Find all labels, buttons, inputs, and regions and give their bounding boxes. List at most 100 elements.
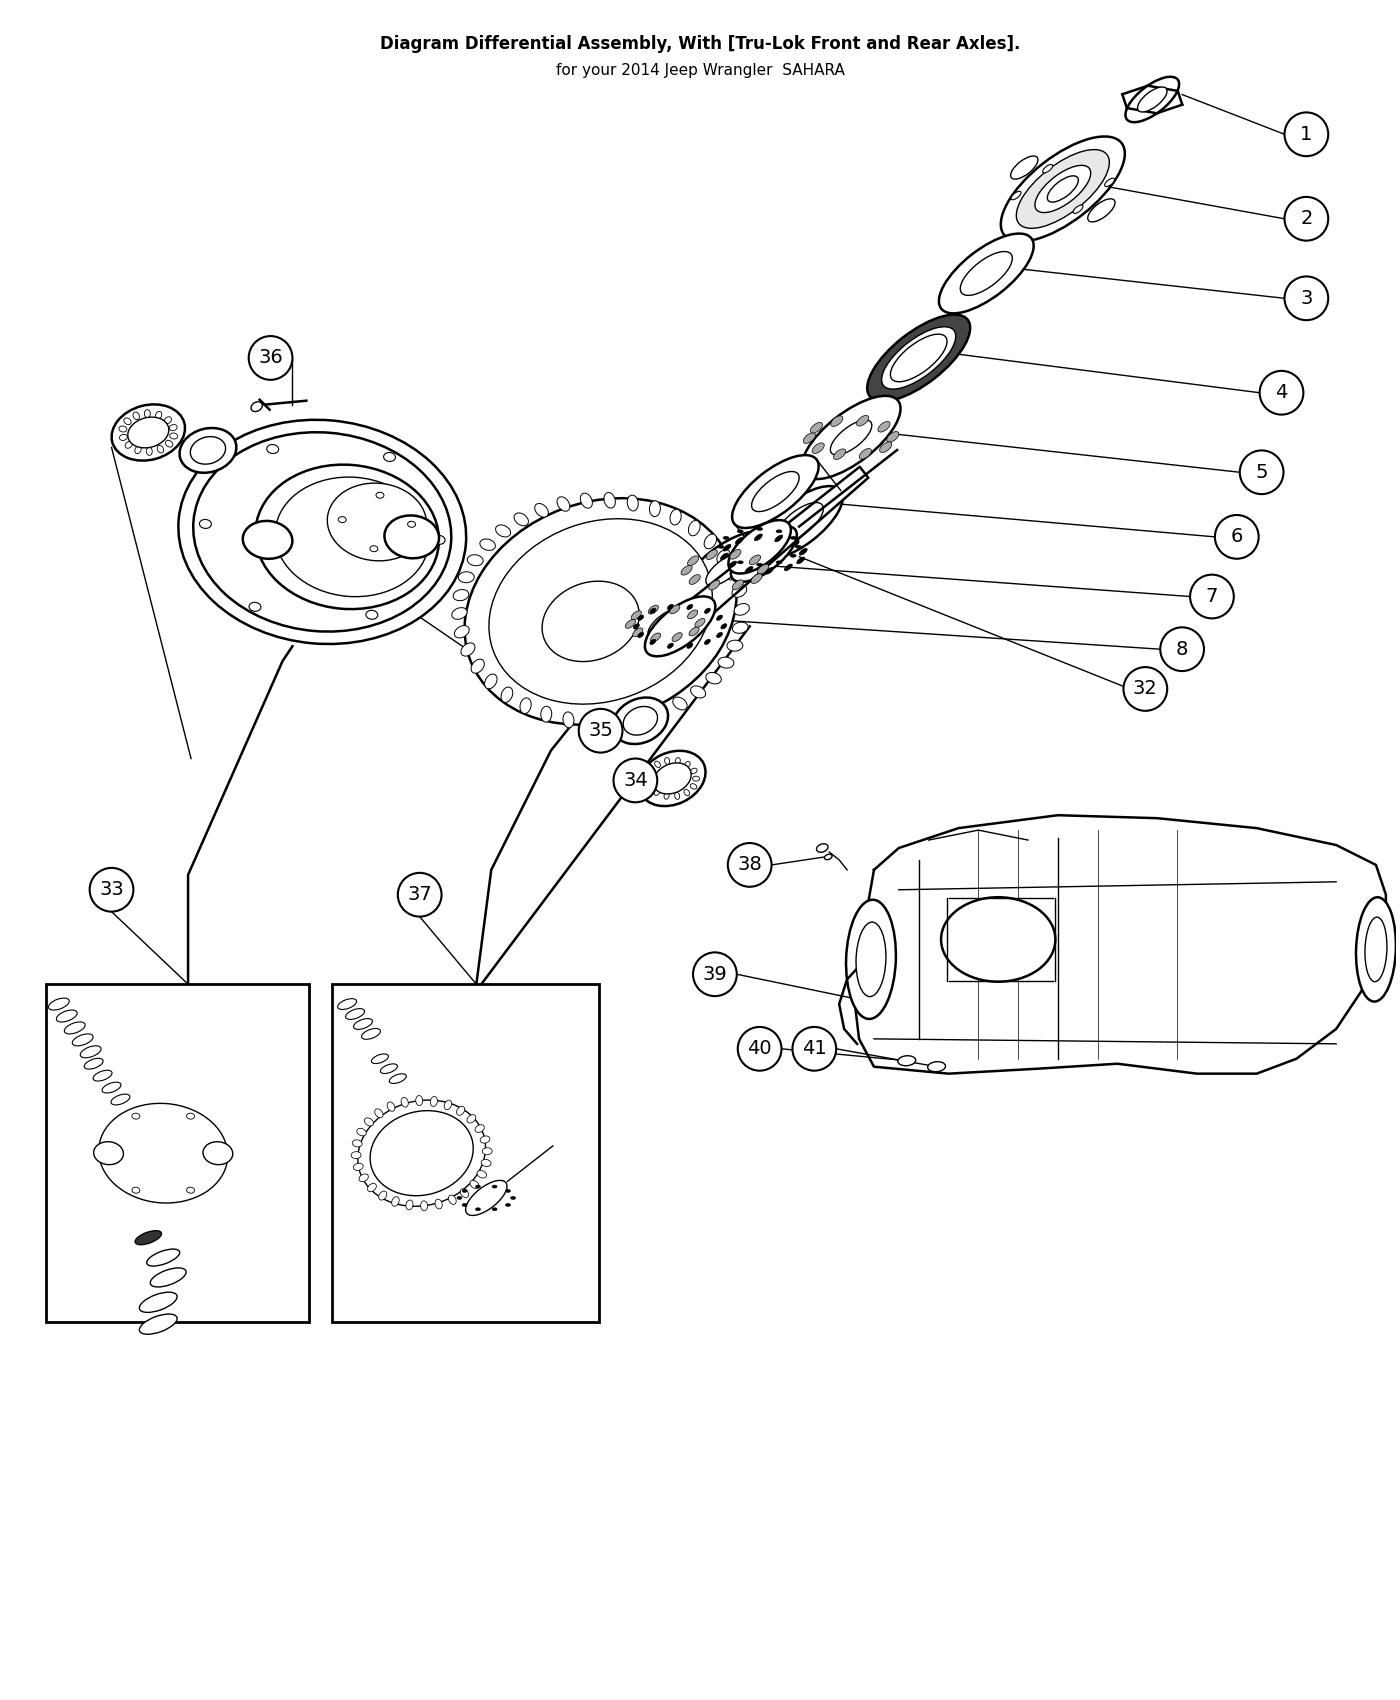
Ellipse shape — [491, 1207, 497, 1210]
Ellipse shape — [505, 1190, 511, 1192]
Ellipse shape — [718, 658, 734, 668]
Ellipse shape — [484, 673, 497, 689]
Ellipse shape — [728, 561, 736, 568]
Ellipse shape — [693, 777, 700, 780]
Ellipse shape — [358, 1175, 368, 1181]
Ellipse shape — [939, 233, 1033, 313]
Ellipse shape — [687, 556, 699, 566]
Ellipse shape — [878, 422, 890, 432]
Ellipse shape — [375, 1108, 384, 1117]
Ellipse shape — [797, 558, 805, 564]
Ellipse shape — [203, 1142, 232, 1164]
Ellipse shape — [491, 1185, 497, 1188]
Circle shape — [792, 1027, 836, 1071]
Ellipse shape — [242, 520, 293, 559]
Ellipse shape — [84, 1059, 104, 1069]
Ellipse shape — [941, 898, 1056, 981]
Ellipse shape — [890, 335, 946, 382]
Ellipse shape — [444, 1100, 452, 1110]
Ellipse shape — [830, 420, 872, 456]
Text: 33: 33 — [99, 881, 123, 899]
Ellipse shape — [193, 432, 451, 632]
Text: 6: 6 — [1231, 527, 1243, 546]
Ellipse shape — [665, 758, 669, 765]
Ellipse shape — [462, 1204, 468, 1207]
Ellipse shape — [613, 697, 668, 745]
Ellipse shape — [370, 1110, 473, 1195]
Ellipse shape — [1016, 150, 1109, 228]
Text: 32: 32 — [1133, 680, 1158, 699]
Ellipse shape — [400, 1098, 409, 1107]
Ellipse shape — [466, 1180, 507, 1216]
Ellipse shape — [454, 590, 469, 600]
Ellipse shape — [638, 751, 706, 806]
Ellipse shape — [351, 1151, 361, 1159]
Ellipse shape — [416, 1095, 423, 1105]
Ellipse shape — [647, 768, 654, 774]
Ellipse shape — [1105, 178, 1114, 187]
Ellipse shape — [1011, 156, 1037, 178]
Ellipse shape — [102, 1083, 120, 1093]
Ellipse shape — [774, 536, 783, 542]
Ellipse shape — [603, 493, 616, 508]
Ellipse shape — [456, 1197, 462, 1200]
Ellipse shape — [756, 486, 843, 559]
Ellipse shape — [732, 622, 748, 634]
Circle shape — [1240, 450, 1284, 495]
Ellipse shape — [519, 699, 531, 714]
Ellipse shape — [799, 549, 808, 556]
Ellipse shape — [132, 1114, 140, 1119]
Ellipse shape — [825, 855, 832, 860]
Ellipse shape — [501, 687, 512, 702]
Ellipse shape — [470, 1180, 479, 1188]
Ellipse shape — [648, 609, 683, 638]
Ellipse shape — [776, 530, 783, 532]
Ellipse shape — [357, 1129, 367, 1136]
Text: 37: 37 — [407, 886, 433, 904]
Ellipse shape — [462, 1190, 468, 1192]
Ellipse shape — [456, 1107, 465, 1115]
Circle shape — [1161, 627, 1204, 672]
Circle shape — [738, 1027, 781, 1071]
Ellipse shape — [687, 643, 693, 648]
Ellipse shape — [729, 549, 741, 559]
Ellipse shape — [365, 610, 378, 619]
Ellipse shape — [165, 440, 172, 447]
Ellipse shape — [112, 405, 185, 461]
Ellipse shape — [664, 792, 669, 799]
Ellipse shape — [879, 442, 892, 452]
Ellipse shape — [928, 1062, 945, 1071]
Ellipse shape — [420, 1200, 427, 1210]
Text: 5: 5 — [1256, 462, 1268, 481]
Ellipse shape — [540, 706, 552, 722]
Ellipse shape — [384, 452, 395, 461]
Ellipse shape — [389, 1074, 406, 1083]
Ellipse shape — [882, 326, 956, 389]
Ellipse shape — [255, 464, 440, 609]
Ellipse shape — [147, 1250, 179, 1266]
Ellipse shape — [1011, 192, 1021, 199]
Ellipse shape — [650, 639, 655, 644]
Ellipse shape — [897, 1056, 916, 1066]
Ellipse shape — [155, 411, 162, 418]
Ellipse shape — [624, 588, 707, 658]
Ellipse shape — [648, 605, 658, 614]
Ellipse shape — [654, 763, 692, 794]
Ellipse shape — [119, 434, 127, 440]
Bar — [332, 984, 599, 1323]
Ellipse shape — [134, 1231, 161, 1244]
Ellipse shape — [134, 445, 141, 454]
Circle shape — [1123, 666, 1168, 711]
Circle shape — [1190, 575, 1233, 619]
Ellipse shape — [734, 604, 749, 615]
Ellipse shape — [776, 503, 823, 542]
Text: 3: 3 — [1301, 289, 1313, 308]
Ellipse shape — [388, 1102, 395, 1112]
Ellipse shape — [354, 1018, 372, 1030]
Ellipse shape — [80, 1046, 101, 1057]
Ellipse shape — [738, 530, 743, 532]
Ellipse shape — [251, 401, 262, 411]
Ellipse shape — [489, 518, 713, 704]
Ellipse shape — [718, 546, 724, 549]
Ellipse shape — [633, 627, 643, 638]
